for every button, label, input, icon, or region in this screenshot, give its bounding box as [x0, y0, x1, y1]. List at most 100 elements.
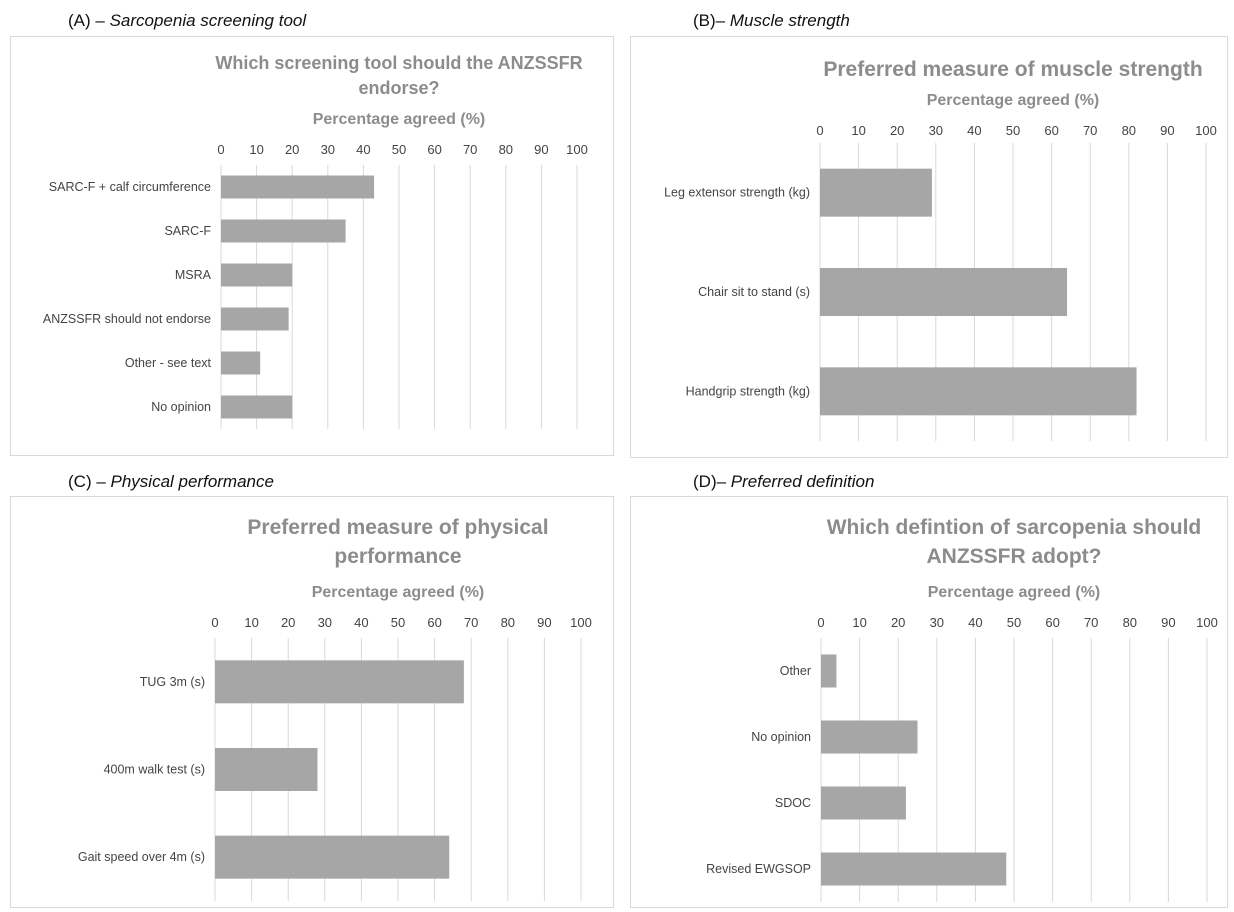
- bar: [821, 786, 906, 820]
- category-label: Other: [780, 664, 811, 678]
- tick-label: 30: [321, 142, 335, 157]
- chart-title: Which screening tool should the ANZSSFR: [215, 53, 582, 73]
- tick-label: 20: [891, 615, 905, 630]
- tick-label: 30: [318, 615, 332, 630]
- tick-label: 30: [929, 123, 943, 138]
- category-label: Revised EWGSOP: [706, 862, 811, 876]
- category-label: Leg extensor strength (kg): [664, 186, 810, 200]
- tick-label: 0: [817, 615, 824, 630]
- bar: [215, 835, 450, 879]
- bar: [821, 654, 837, 688]
- chart-b: Preferred measure of muscle strength Perc…: [630, 36, 1228, 458]
- tick-label: 70: [1084, 615, 1098, 630]
- panel-tag: (A) –: [68, 11, 110, 30]
- x-axis-label: Percentage agreed (%): [927, 92, 1100, 109]
- x-axis-label: Percentage agreed (%): [928, 584, 1101, 601]
- tick-label: 40: [967, 123, 981, 138]
- tick-label: 20: [285, 142, 299, 157]
- bar: [820, 268, 1068, 316]
- tick-label: 90: [1161, 615, 1175, 630]
- category-label: Chair sit to stand (s): [698, 285, 810, 299]
- bar: [221, 175, 375, 199]
- bar: [820, 367, 1137, 416]
- x-axis-label: Percentage agreed (%): [312, 584, 485, 601]
- bar: [221, 395, 293, 419]
- tick-label: 20: [890, 123, 904, 138]
- panel-label-c: (C) – Physical performance: [68, 472, 274, 492]
- tick-label: 0: [816, 123, 823, 138]
- category-label: ANZSSFR should not endorse: [43, 312, 211, 326]
- chart-d-svg: Which defintion of sarcopenia should ANZS…: [706, 516, 1218, 902]
- chart-title: endorse?: [358, 78, 439, 98]
- bar: [221, 307, 289, 331]
- category-label: No opinion: [751, 730, 811, 744]
- category-label: Other - see text: [125, 356, 212, 370]
- tick-label: 80: [499, 142, 513, 157]
- chart-a: Which screening tool should the ANZSSFR e…: [10, 36, 614, 456]
- bar: [215, 748, 318, 791]
- tick-label: 40: [354, 615, 368, 630]
- tick-label: 10: [852, 615, 866, 630]
- chart-c-svg: Preferred measure of physical performance…: [78, 516, 592, 901]
- panel-tag: (D)–: [693, 472, 731, 491]
- panel-subtitle: Sarcopenia screening tool: [109, 11, 307, 30]
- category-label: No opinion: [151, 400, 211, 414]
- tick-label: 50: [391, 615, 405, 630]
- panel-subtitle: Muscle strength: [729, 11, 850, 30]
- tick-label: 50: [1006, 123, 1020, 138]
- tick-label: 20: [281, 615, 295, 630]
- bar: [215, 660, 464, 704]
- tick-label: 50: [1007, 615, 1021, 630]
- tick-label: 90: [534, 142, 548, 157]
- tick-label: 70: [1083, 123, 1097, 138]
- tick-label: 100: [1195, 123, 1217, 138]
- chart-c: Preferred measure of physical performance…: [10, 496, 614, 908]
- tick-label: 100: [570, 615, 592, 630]
- category-label: Gait speed over 4m (s): [78, 850, 205, 864]
- panel-tag: (C) –: [68, 472, 111, 491]
- tick-label: 30: [930, 615, 944, 630]
- panel-label-a: (A) – Sarcopenia screening tool: [68, 11, 306, 31]
- tick-label: 0: [211, 615, 218, 630]
- chart-title: Preferred measure of physical: [247, 516, 548, 539]
- tick-label: 100: [1196, 615, 1218, 630]
- tick-label: 100: [566, 142, 588, 157]
- chart-title: Preferred measure of muscle strength: [823, 58, 1202, 81]
- category-label: TUG 3m (s): [140, 675, 205, 689]
- tick-label: 80: [501, 615, 515, 630]
- tick-label: 80: [1123, 615, 1137, 630]
- category-label: SARC-F + calf circumference: [49, 180, 211, 194]
- tick-label: 90: [537, 615, 551, 630]
- tick-label: 60: [427, 142, 441, 157]
- category-label: MSRA: [175, 268, 212, 282]
- tick-label: 40: [968, 615, 982, 630]
- bar: [221, 263, 293, 287]
- tick-label: 0: [217, 142, 224, 157]
- tick-label: 70: [463, 142, 477, 157]
- chart-title: Which defintion of sarcopenia should: [827, 516, 1202, 539]
- chart-title: ANZSSFR adopt?: [927, 545, 1102, 568]
- category-label: SDOC: [775, 796, 811, 810]
- bar: [821, 852, 1007, 886]
- category-label: 400m walk test (s): [104, 763, 205, 777]
- category-label: Handgrip strength (kg): [686, 384, 810, 398]
- tick-label: 10: [851, 123, 865, 138]
- chart-a-svg: Which screening tool should the ANZSSFR e…: [43, 53, 588, 429]
- bar: [221, 219, 346, 243]
- panel-label-b: (B)– Muscle strength: [693, 11, 850, 31]
- tick-label: 10: [249, 142, 263, 157]
- chart-b-svg: Preferred measure of muscle strength Perc…: [664, 58, 1217, 441]
- tick-label: 50: [392, 142, 406, 157]
- tick-label: 60: [427, 615, 441, 630]
- panel-tag: (B)–: [693, 11, 730, 30]
- chart-d: Which defintion of sarcopenia should ANZS…: [630, 496, 1228, 908]
- tick-label: 60: [1045, 615, 1059, 630]
- tick-label: 90: [1160, 123, 1174, 138]
- category-label: SARC-F: [164, 224, 211, 238]
- bar: [820, 168, 932, 217]
- x-axis-label: Percentage agreed (%): [313, 111, 486, 128]
- panel-subtitle: Physical performance: [110, 472, 274, 491]
- panel-subtitle: Preferred definition: [730, 472, 875, 491]
- tick-label: 40: [356, 142, 370, 157]
- tick-label: 60: [1044, 123, 1058, 138]
